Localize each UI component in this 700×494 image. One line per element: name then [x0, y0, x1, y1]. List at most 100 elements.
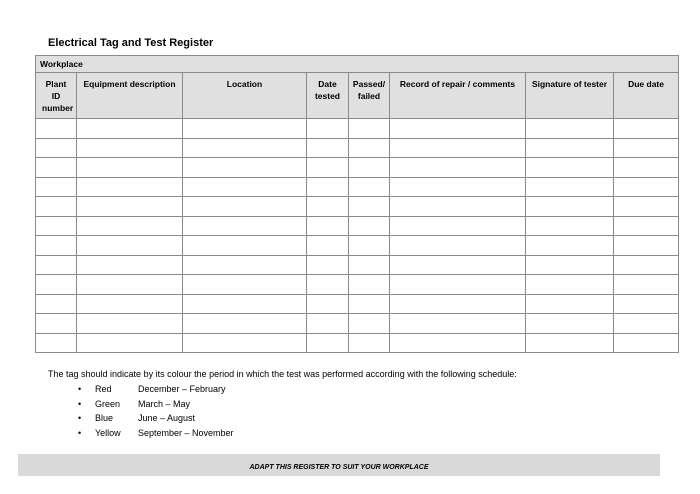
cell-passed-failed[interactable] — [348, 196, 390, 217]
cell-repair-comments[interactable] — [389, 274, 526, 295]
cell-plant-id[interactable] — [35, 215, 77, 236]
cell-date-tested[interactable] — [306, 196, 349, 217]
cell-repair-comments[interactable] — [389, 235, 526, 256]
cell-equipment-description[interactable] — [76, 274, 183, 295]
cell-date-tested[interactable] — [306, 313, 349, 334]
cell-location[interactable] — [182, 137, 307, 158]
cell-repair-comments[interactable] — [389, 176, 526, 197]
cell-date-tested[interactable] — [306, 235, 349, 256]
cell-tester-signature[interactable] — [525, 215, 614, 236]
cell-location[interactable] — [182, 332, 307, 353]
cell-date-tested[interactable] — [306, 332, 349, 353]
cell-due-date[interactable] — [612, 157, 680, 178]
cell-due-date[interactable] — [612, 196, 680, 217]
cell-location[interactable] — [182, 274, 307, 295]
cell-due-date[interactable] — [612, 254, 680, 275]
cell-location[interactable] — [182, 118, 307, 139]
cell-location[interactable] — [182, 254, 307, 275]
cell-due-date[interactable] — [612, 118, 680, 139]
cell-passed-failed[interactable] — [348, 157, 390, 178]
cell-repair-comments[interactable] — [389, 137, 526, 158]
cell-equipment-description[interactable] — [76, 332, 183, 353]
cell-plant-id[interactable] — [35, 118, 77, 139]
cell-date-tested[interactable] — [306, 293, 349, 314]
cell-due-date[interactable] — [612, 274, 680, 295]
cell-tester-signature[interactable] — [525, 157, 614, 178]
cell-repair-comments[interactable] — [389, 157, 526, 178]
cell-repair-comments[interactable] — [389, 313, 526, 334]
cell-plant-id[interactable] — [35, 293, 77, 314]
column-header-equipment-description: Equipment description — [76, 72, 183, 119]
cell-tester-signature[interactable] — [525, 313, 614, 334]
cell-location[interactable] — [182, 293, 307, 314]
cell-tester-signature[interactable] — [525, 196, 614, 217]
cell-repair-comments[interactable] — [389, 254, 526, 275]
cell-plant-id[interactable] — [35, 137, 77, 158]
cell-location[interactable] — [182, 313, 307, 334]
cell-equipment-description[interactable] — [76, 137, 183, 158]
cell-date-tested[interactable] — [306, 215, 349, 236]
cell-equipment-description[interactable] — [76, 196, 183, 217]
cell-date-tested[interactable] — [306, 157, 349, 178]
cell-passed-failed[interactable] — [348, 274, 390, 295]
bullet-icon: • — [78, 413, 82, 423]
cell-plant-id[interactable] — [35, 313, 77, 334]
cell-tester-signature[interactable] — [525, 254, 614, 275]
cell-tester-signature[interactable] — [525, 235, 614, 256]
cell-location[interactable] — [182, 176, 307, 197]
cell-equipment-description[interactable] — [76, 235, 183, 256]
cell-passed-failed[interactable] — [348, 293, 390, 314]
cell-passed-failed[interactable] — [348, 215, 390, 236]
cell-date-tested[interactable] — [306, 137, 349, 158]
cell-passed-failed[interactable] — [348, 332, 390, 353]
cell-passed-failed[interactable] — [348, 254, 390, 275]
cell-location[interactable] — [182, 235, 307, 256]
cell-repair-comments[interactable] — [389, 293, 526, 314]
cell-plant-id[interactable] — [35, 176, 77, 197]
cell-passed-failed[interactable] — [348, 118, 390, 139]
cell-equipment-description[interactable] — [76, 293, 183, 314]
cell-plant-id[interactable] — [35, 235, 77, 256]
cell-due-date[interactable] — [612, 313, 680, 334]
cell-date-tested[interactable] — [306, 274, 349, 295]
cell-tester-signature[interactable] — [525, 274, 614, 295]
cell-plant-id[interactable] — [35, 254, 77, 275]
cell-passed-failed[interactable] — [348, 137, 390, 158]
cell-equipment-description[interactable] — [76, 157, 183, 178]
cell-date-tested[interactable] — [306, 254, 349, 275]
cell-repair-comments[interactable] — [389, 196, 526, 217]
cell-repair-comments[interactable] — [389, 332, 526, 353]
cell-passed-failed[interactable] — [348, 313, 390, 334]
cell-plant-id[interactable] — [35, 157, 77, 178]
cell-tester-signature[interactable] — [525, 137, 614, 158]
cell-equipment-description[interactable] — [76, 215, 183, 236]
cell-equipment-description[interactable] — [76, 254, 183, 275]
cell-location[interactable] — [182, 157, 307, 178]
cell-location[interactable] — [182, 215, 307, 236]
table-row — [35, 196, 680, 217]
cell-passed-failed[interactable] — [348, 235, 390, 256]
cell-equipment-description[interactable] — [76, 176, 183, 197]
cell-plant-id[interactable] — [35, 274, 77, 295]
cell-tester-signature[interactable] — [525, 332, 614, 353]
cell-date-tested[interactable] — [306, 176, 349, 197]
cell-due-date[interactable] — [612, 293, 680, 314]
cell-repair-comments[interactable] — [389, 215, 526, 236]
cell-due-date[interactable] — [612, 235, 680, 256]
cell-passed-failed[interactable] — [348, 176, 390, 197]
cell-tester-signature[interactable] — [525, 293, 614, 314]
cell-repair-comments[interactable] — [389, 118, 526, 139]
cell-due-date[interactable] — [612, 176, 680, 197]
cell-due-date[interactable] — [612, 332, 680, 353]
cell-tester-signature[interactable] — [525, 118, 614, 139]
cell-equipment-description[interactable] — [76, 313, 183, 334]
cell-date-tested[interactable] — [306, 118, 349, 139]
tag-colour: Blue — [95, 413, 114, 423]
cell-tester-signature[interactable] — [525, 176, 614, 197]
cell-due-date[interactable] — [612, 137, 680, 158]
cell-plant-id[interactable] — [35, 196, 77, 217]
cell-due-date[interactable] — [612, 215, 680, 236]
cell-plant-id[interactable] — [35, 332, 77, 353]
cell-equipment-description[interactable] — [76, 118, 183, 139]
cell-location[interactable] — [182, 196, 307, 217]
